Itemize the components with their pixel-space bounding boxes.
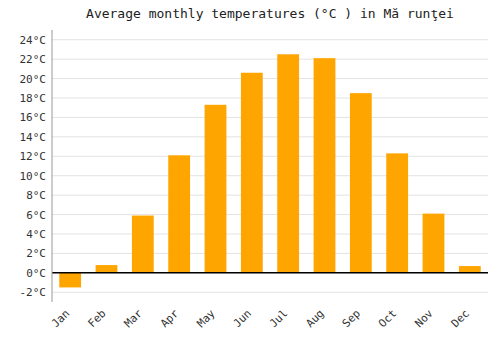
y-tick-label: 16°C — [20, 111, 47, 124]
bar — [132, 216, 154, 273]
x-tick-label: Nov — [412, 307, 436, 331]
bar — [241, 73, 263, 273]
y-axis — [52, 30, 53, 302]
x-tick-label: May — [194, 307, 218, 331]
grid-line — [52, 39, 488, 40]
y-tick-label: 18°C — [20, 92, 47, 105]
grid-line — [52, 272, 488, 273]
bar — [423, 214, 445, 273]
grid-line — [52, 195, 488, 196]
grid-line — [52, 117, 488, 118]
bar — [205, 105, 227, 273]
y-tick-label: 2°C — [26, 247, 46, 260]
x-tick-label: Dec — [449, 307, 472, 330]
y-tick-label: 14°C — [20, 131, 47, 144]
x-tick-label: Jan — [49, 307, 72, 330]
y-tick-label: 0°C — [26, 267, 46, 280]
y-tick-label: 4°C — [26, 228, 46, 241]
y-tick-label: 20°C — [20, 73, 47, 86]
bar — [277, 54, 299, 273]
title: Average monthly temperatures (°C ) in Mă… — [86, 6, 454, 21]
x-tick-label: Mar — [122, 307, 146, 331]
y-tick-label: 24°C — [20, 34, 47, 47]
grid-line — [52, 98, 488, 99]
x-tick-label: Jul — [267, 307, 290, 330]
bar — [59, 273, 81, 288]
x-tick-label: Oct — [376, 307, 399, 330]
grid-line — [52, 136, 488, 137]
x-tick-label: Jun — [231, 307, 254, 330]
grid-line — [52, 59, 488, 60]
x-tick-label: Apr — [158, 307, 182, 331]
x-tick-label: Sep — [340, 307, 363, 330]
grid-line — [52, 156, 488, 157]
grid-line — [52, 292, 488, 293]
bars — [59, 54, 480, 287]
y-tick-label: 22°C — [20, 53, 47, 66]
grid-line — [52, 78, 488, 79]
bar — [350, 93, 372, 273]
chart: Average monthly temperatures (°C ) in Mă… — [0, 0, 500, 350]
y-tick-label: 10°C — [20, 170, 47, 183]
zero-line — [52, 272, 488, 274]
bar — [459, 266, 481, 273]
grid — [52, 40, 488, 293]
y-tick-label: 12°C — [20, 150, 47, 163]
bar — [168, 155, 190, 273]
x-tick-label: Feb — [85, 307, 108, 330]
y-tick-label: -2°C — [20, 286, 47, 299]
bar — [314, 58, 336, 273]
bar — [96, 265, 118, 273]
x-tick-label: Aug — [303, 307, 326, 330]
y-tick-label: 8°C — [26, 189, 46, 202]
bar — [386, 153, 408, 272]
grid-line — [52, 175, 488, 176]
y-tick-label: 6°C — [26, 209, 46, 222]
